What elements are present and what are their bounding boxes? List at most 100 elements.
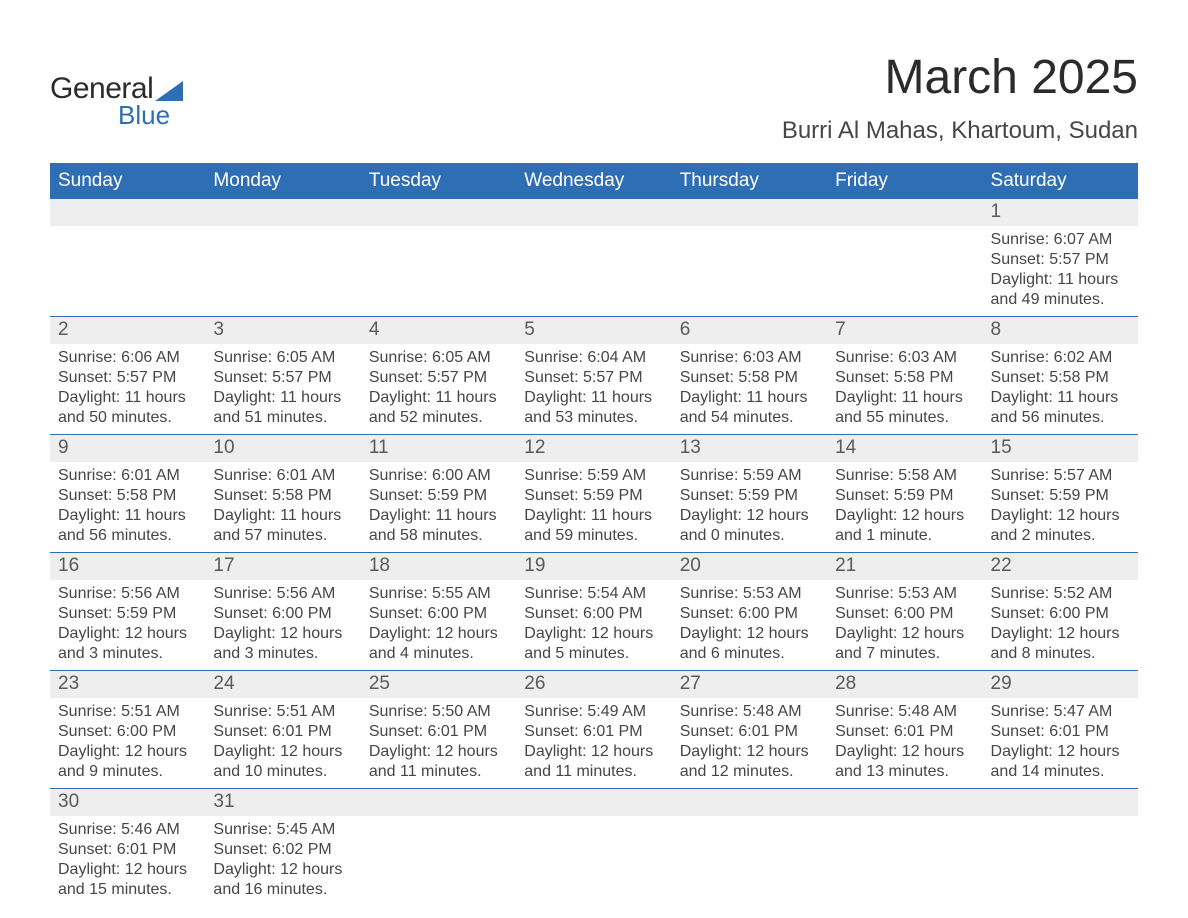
weekday-header: Friday: [827, 163, 982, 199]
day-data: Sunrise: 5:49 AMSunset: 6:01 PMDaylight:…: [516, 698, 671, 788]
day-data: Sunrise: 6:05 AMSunset: 5:57 PMDaylight:…: [205, 344, 360, 434]
day-number: 31: [205, 789, 360, 816]
calendar-cell: 2Sunrise: 6:06 AMSunset: 5:57 PMDaylight…: [50, 317, 205, 435]
day-number: 30: [50, 789, 205, 816]
day-number: 3: [205, 317, 360, 344]
calendar-cell: 27Sunrise: 5:48 AMSunset: 6:01 PMDayligh…: [672, 671, 827, 789]
day-number: 13: [672, 435, 827, 462]
day-data: Sunrise: 5:53 AMSunset: 6:00 PMDaylight:…: [827, 580, 982, 670]
calendar-row: 23Sunrise: 5:51 AMSunset: 6:00 PMDayligh…: [50, 671, 1138, 789]
day-number: 9: [50, 435, 205, 462]
logo-triangle-icon: [155, 81, 183, 101]
day-data: Sunrise: 5:46 AMSunset: 6:01 PMDaylight:…: [50, 816, 205, 906]
calendar-row: 30Sunrise: 5:46 AMSunset: 6:01 PMDayligh…: [50, 789, 1138, 907]
day-number: 20: [672, 553, 827, 580]
weekday-header: Saturday: [983, 163, 1138, 199]
day-number: 1: [983, 199, 1138, 226]
day-number: 28: [827, 671, 982, 698]
weekday-header: Monday: [205, 163, 360, 199]
calendar-row: 2Sunrise: 6:06 AMSunset: 5:57 PMDaylight…: [50, 317, 1138, 435]
day-data: Sunrise: 5:54 AMSunset: 6:00 PMDaylight:…: [516, 580, 671, 670]
calendar-cell: 20Sunrise: 5:53 AMSunset: 6:00 PMDayligh…: [672, 553, 827, 671]
day-data: Sunrise: 5:55 AMSunset: 6:00 PMDaylight:…: [361, 580, 516, 670]
calendar-cell: [827, 789, 982, 907]
calendar-table: SundayMondayTuesdayWednesdayThursdayFrid…: [50, 163, 1138, 906]
day-number: 5: [516, 317, 671, 344]
day-data: Sunrise: 6:04 AMSunset: 5:57 PMDaylight:…: [516, 344, 671, 434]
day-data: Sunrise: 5:59 AMSunset: 5:59 PMDaylight:…: [672, 462, 827, 552]
day-data-empty: [205, 226, 360, 316]
calendar-cell: [361, 789, 516, 907]
day-number-empty: [516, 789, 671, 816]
calendar-row: 9Sunrise: 6:01 AMSunset: 5:58 PMDaylight…: [50, 435, 1138, 553]
day-data: Sunrise: 5:45 AMSunset: 6:02 PMDaylight:…: [205, 816, 360, 906]
calendar-cell: 29Sunrise: 5:47 AMSunset: 6:01 PMDayligh…: [983, 671, 1138, 789]
calendar-cell: 4Sunrise: 6:05 AMSunset: 5:57 PMDaylight…: [361, 317, 516, 435]
calendar-cell: 19Sunrise: 5:54 AMSunset: 6:00 PMDayligh…: [516, 553, 671, 671]
day-number-empty: [50, 199, 205, 226]
day-number: 7: [827, 317, 982, 344]
calendar-cell: 17Sunrise: 5:56 AMSunset: 6:00 PMDayligh…: [205, 553, 360, 671]
calendar-cell: 11Sunrise: 6:00 AMSunset: 5:59 PMDayligh…: [361, 435, 516, 553]
weekday-header: Thursday: [672, 163, 827, 199]
calendar-cell: 14Sunrise: 5:58 AMSunset: 5:59 PMDayligh…: [827, 435, 982, 553]
calendar-cell: 16Sunrise: 5:56 AMSunset: 5:59 PMDayligh…: [50, 553, 205, 671]
calendar-cell: 3Sunrise: 6:05 AMSunset: 5:57 PMDaylight…: [205, 317, 360, 435]
calendar-cell: 30Sunrise: 5:46 AMSunset: 6:01 PMDayligh…: [50, 789, 205, 907]
calendar-cell: 5Sunrise: 6:04 AMSunset: 5:57 PMDaylight…: [516, 317, 671, 435]
day-data: Sunrise: 6:06 AMSunset: 5:57 PMDaylight:…: [50, 344, 205, 434]
calendar-cell: 10Sunrise: 6:01 AMSunset: 5:58 PMDayligh…: [205, 435, 360, 553]
day-data: Sunrise: 6:03 AMSunset: 5:58 PMDaylight:…: [827, 344, 982, 434]
day-data: Sunrise: 5:51 AMSunset: 6:01 PMDaylight:…: [205, 698, 360, 788]
calendar-cell: [516, 199, 671, 317]
day-data: Sunrise: 5:48 AMSunset: 6:01 PMDaylight:…: [672, 698, 827, 788]
day-number: 22: [983, 553, 1138, 580]
day-data: Sunrise: 5:53 AMSunset: 6:00 PMDaylight:…: [672, 580, 827, 670]
day-number: 11: [361, 435, 516, 462]
day-number: 15: [983, 435, 1138, 462]
day-number: 8: [983, 317, 1138, 344]
day-data: Sunrise: 5:48 AMSunset: 6:01 PMDaylight:…: [827, 698, 982, 788]
calendar-cell: [827, 199, 982, 317]
day-number-empty: [205, 199, 360, 226]
calendar-cell: 24Sunrise: 5:51 AMSunset: 6:01 PMDayligh…: [205, 671, 360, 789]
day-number-empty: [983, 789, 1138, 816]
day-number: 24: [205, 671, 360, 698]
calendar-cell: 28Sunrise: 5:48 AMSunset: 6:01 PMDayligh…: [827, 671, 982, 789]
weekday-header: Tuesday: [361, 163, 516, 199]
day-number: 17: [205, 553, 360, 580]
day-data: Sunrise: 5:57 AMSunset: 5:59 PMDaylight:…: [983, 462, 1138, 552]
day-data: Sunrise: 6:03 AMSunset: 5:58 PMDaylight:…: [672, 344, 827, 434]
calendar-cell: 21Sunrise: 5:53 AMSunset: 6:00 PMDayligh…: [827, 553, 982, 671]
day-number: 21: [827, 553, 982, 580]
calendar-cell: [50, 199, 205, 317]
calendar-cell: [672, 789, 827, 907]
day-data: Sunrise: 5:51 AMSunset: 6:00 PMDaylight:…: [50, 698, 205, 788]
day-data: Sunrise: 5:50 AMSunset: 6:01 PMDaylight:…: [361, 698, 516, 788]
calendar-cell: 12Sunrise: 5:59 AMSunset: 5:59 PMDayligh…: [516, 435, 671, 553]
weekday-header-row: SundayMondayTuesdayWednesdayThursdayFrid…: [50, 163, 1138, 199]
day-number: 29: [983, 671, 1138, 698]
day-number: 19: [516, 553, 671, 580]
day-number: 16: [50, 553, 205, 580]
day-number: 18: [361, 553, 516, 580]
day-data: Sunrise: 6:07 AMSunset: 5:57 PMDaylight:…: [983, 226, 1138, 316]
day-data: Sunrise: 6:02 AMSunset: 5:58 PMDaylight:…: [983, 344, 1138, 434]
day-number: 10: [205, 435, 360, 462]
calendar-cell: 6Sunrise: 6:03 AMSunset: 5:58 PMDaylight…: [672, 317, 827, 435]
calendar-cell: [672, 199, 827, 317]
calendar-cell: 7Sunrise: 6:03 AMSunset: 5:58 PMDaylight…: [827, 317, 982, 435]
day-number-empty: [516, 199, 671, 226]
logo-word-blue: Blue: [118, 100, 170, 131]
day-data: Sunrise: 5:47 AMSunset: 6:01 PMDaylight:…: [983, 698, 1138, 788]
day-data: Sunrise: 6:01 AMSunset: 5:58 PMDaylight:…: [50, 462, 205, 552]
day-number: 14: [827, 435, 982, 462]
day-data: Sunrise: 5:52 AMSunset: 6:00 PMDaylight:…: [983, 580, 1138, 670]
day-data-empty: [672, 226, 827, 316]
day-data: Sunrise: 5:56 AMSunset: 6:00 PMDaylight:…: [205, 580, 360, 670]
calendar-cell: [516, 789, 671, 907]
day-data: Sunrise: 5:59 AMSunset: 5:59 PMDaylight:…: [516, 462, 671, 552]
calendar-cell: 25Sunrise: 5:50 AMSunset: 6:01 PMDayligh…: [361, 671, 516, 789]
day-data-empty: [827, 226, 982, 316]
day-data-empty: [516, 226, 671, 316]
